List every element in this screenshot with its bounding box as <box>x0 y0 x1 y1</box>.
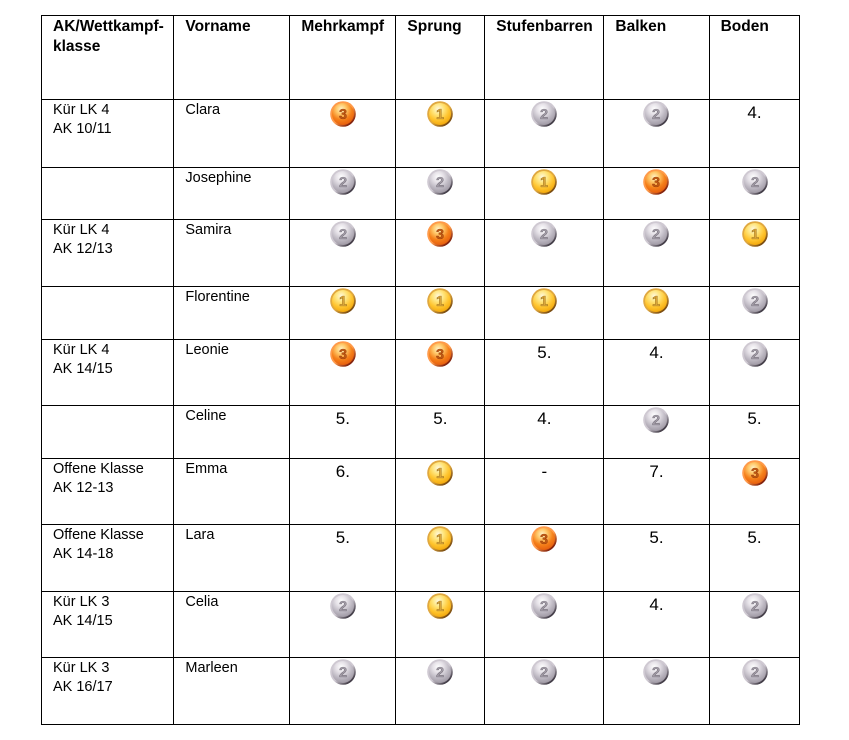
svg-text:3: 3 <box>540 532 548 548</box>
svg-text:2: 2 <box>750 599 758 615</box>
svg-text:2: 2 <box>339 599 347 615</box>
svg-text:2: 2 <box>339 228 347 244</box>
svg-text:3: 3 <box>436 228 444 244</box>
svg-text:2: 2 <box>652 107 660 123</box>
svg-text:2: 2 <box>652 665 660 681</box>
svg-text:2: 2 <box>750 295 758 311</box>
svg-text:1: 1 <box>436 466 444 482</box>
svg-text:3: 3 <box>652 175 660 191</box>
svg-text:2: 2 <box>436 175 444 191</box>
svg-text:2: 2 <box>652 228 660 244</box>
svg-text:2: 2 <box>750 175 758 191</box>
svg-text:1: 1 <box>436 599 444 615</box>
svg-text:2: 2 <box>540 599 548 615</box>
svg-text:2: 2 <box>540 665 548 681</box>
svg-text:3: 3 <box>339 107 347 123</box>
svg-text:2: 2 <box>339 665 347 681</box>
svg-text:2: 2 <box>339 175 347 191</box>
svg-text:1: 1 <box>339 295 347 311</box>
svg-text:2: 2 <box>436 665 444 681</box>
svg-text:1: 1 <box>540 295 548 311</box>
svg-text:1: 1 <box>652 295 660 311</box>
svg-text:1: 1 <box>436 107 444 123</box>
svg-text:3: 3 <box>750 466 758 482</box>
svg-text:2: 2 <box>540 228 548 244</box>
svg-text:1: 1 <box>436 532 444 548</box>
svg-text:1: 1 <box>540 175 548 191</box>
svg-text:1: 1 <box>750 228 758 244</box>
svg-text:2: 2 <box>540 107 548 123</box>
svg-text:2: 2 <box>652 413 660 429</box>
svg-text:1: 1 <box>436 295 444 311</box>
svg-text:2: 2 <box>750 665 758 681</box>
svg-text:2: 2 <box>750 348 758 364</box>
svg-text:3: 3 <box>436 348 444 364</box>
svg-text:3: 3 <box>339 348 347 364</box>
